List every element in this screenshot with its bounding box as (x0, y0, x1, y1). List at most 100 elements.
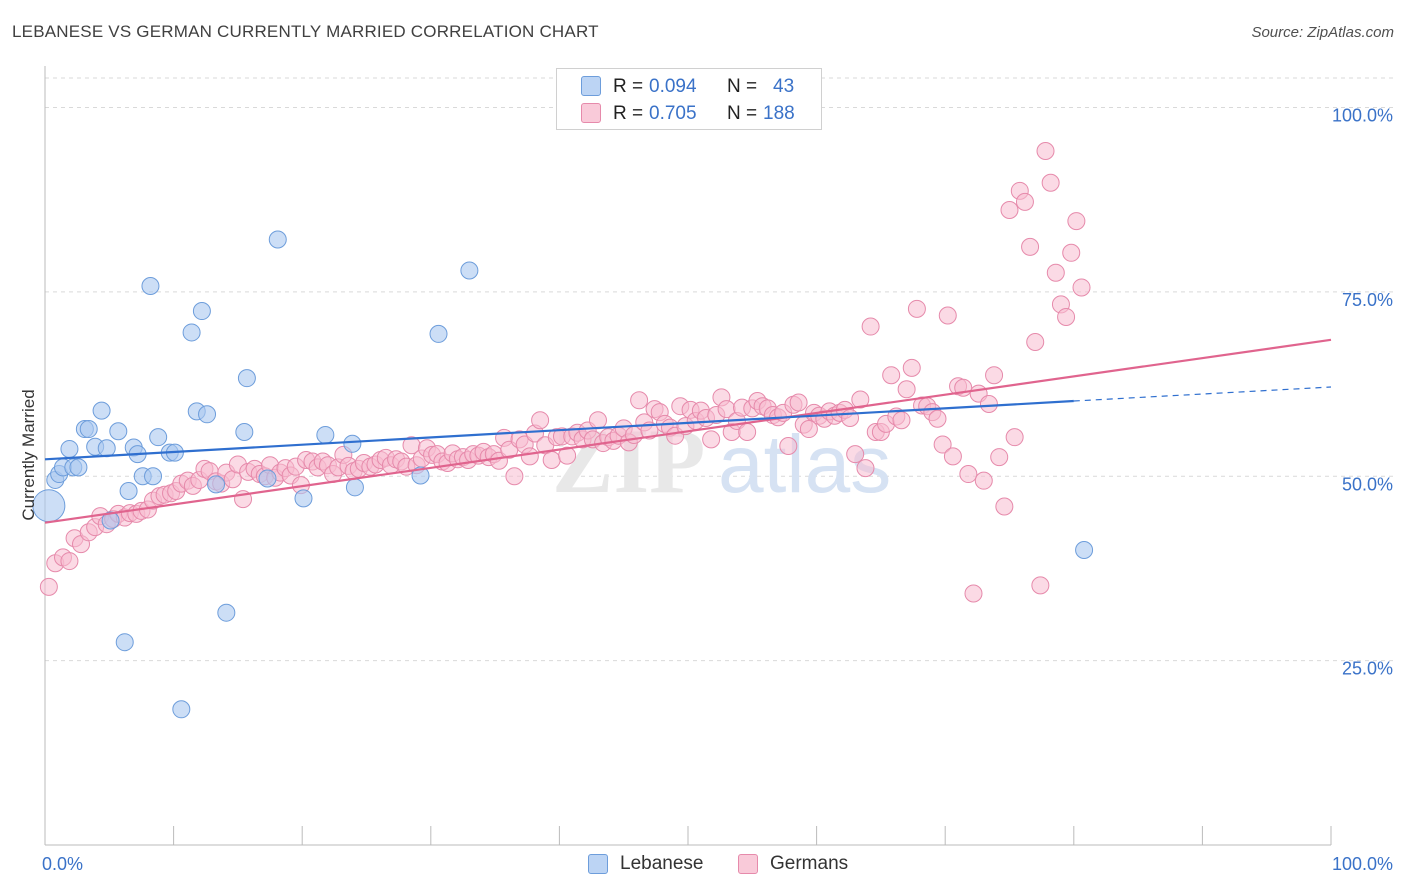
data-point-germans (882, 366, 901, 385)
data-point-germans (995, 497, 1014, 516)
y-tick-label: 100.0% (1332, 106, 1393, 126)
data-point-germans (892, 411, 911, 430)
data-point-lebanese (198, 405, 217, 424)
lebanese-legend-label: Lebanese (620, 853, 704, 874)
data-point-germans (985, 366, 1004, 385)
data-point-germans (1046, 263, 1065, 282)
r-label: R = (613, 76, 644, 97)
data-point-germans (1062, 243, 1081, 262)
data-point-germans (588, 411, 607, 430)
germans-legend-label: Germans (770, 853, 849, 874)
data-point-lebanese (192, 302, 211, 321)
data-point-lebanese (60, 439, 79, 458)
data-point-germans (1021, 237, 1040, 256)
data-point-germans (1026, 333, 1045, 352)
data-point-lebanese (294, 489, 313, 508)
data-point-lebanese (115, 633, 134, 652)
axes (44, 66, 1332, 846)
data-point-germans (1067, 212, 1086, 231)
data-point-germans (1057, 307, 1076, 326)
data-point-lebanese (460, 261, 479, 280)
data-point-germans (897, 380, 916, 399)
data-point-lebanese (119, 482, 138, 500)
data-point-lebanese (1075, 541, 1094, 559)
data-point-germans (964, 584, 983, 603)
x-tick-label: 0.0% (42, 854, 83, 874)
data-point-lebanese (345, 478, 364, 497)
data-point-germans (907, 299, 926, 318)
chart-title: LEBANESE VS GERMAN CURRENTLY MARRIED COR… (12, 22, 599, 41)
y-tick-label: 50.0% (1342, 474, 1393, 494)
data-point-lebanese (343, 434, 362, 453)
n-label: N = (727, 76, 758, 97)
data-point-lebanese (411, 466, 430, 485)
data-point-lebanese (237, 369, 256, 388)
data-point-germans (841, 408, 860, 427)
correlation-legend: R = 0.094 N = 43 R = 0.705 N = 188 (556, 68, 822, 130)
data-point-germans (1031, 576, 1050, 595)
data-point-lebanese (429, 324, 448, 343)
n-value: 188 (763, 103, 795, 124)
series-germans (39, 142, 1091, 603)
data-point-germans (738, 423, 757, 441)
data-point-lebanese (217, 603, 236, 622)
trend-line-germans (44, 338, 1332, 524)
data-point-germans (520, 447, 539, 466)
data-point-lebanese (92, 401, 111, 420)
data-point-lebanese (182, 323, 201, 342)
data-point-lebanese (235, 423, 254, 441)
source-credit: Source: ZipAtlas.com (1251, 24, 1394, 41)
data-point-germans (789, 393, 808, 412)
data-point-lebanese (69, 458, 88, 477)
data-point-lebanese (149, 428, 168, 447)
r-value: 0.705 (649, 103, 697, 124)
data-point-germans (990, 448, 1009, 467)
data-point-lebanese (79, 420, 98, 439)
data-point-germans (702, 430, 721, 449)
series-lebanese (32, 230, 1094, 719)
data-point-germans (1072, 278, 1091, 297)
data-point-germans (861, 317, 880, 336)
data-point-germans (902, 358, 921, 377)
data-point-germans (928, 409, 947, 428)
data-point-germans (933, 435, 952, 454)
data-point-germans (542, 451, 561, 470)
data-point-germans (531, 411, 550, 430)
data-point-lebanese (97, 439, 116, 458)
y-axis-label: Currently Married (19, 389, 38, 520)
data-point-germans (851, 390, 870, 409)
data-point-germans (505, 467, 524, 486)
data-point-germans (630, 391, 649, 410)
data-point-lebanese (316, 425, 335, 444)
data-point-germans (979, 394, 998, 413)
data-point-lebanese (268, 230, 287, 249)
data-point-germans (558, 446, 577, 465)
data-point-germans (799, 420, 818, 439)
n-value: 43 (773, 76, 795, 97)
data-point-germans (938, 306, 957, 325)
data-point-germans (779, 437, 798, 456)
data-point-germans (1000, 201, 1019, 220)
y-tick-label: 25.0% (1342, 659, 1393, 679)
r-value: 0.094 (649, 76, 697, 97)
data-point-germans (1041, 173, 1060, 192)
data-point-lebanese (144, 467, 163, 486)
germans-swatch (581, 103, 601, 123)
data-point-germans (943, 447, 962, 466)
r-label: R = (613, 103, 644, 124)
x-tick-label: 100.0% (1332, 854, 1393, 874)
data-point-lebanese (141, 276, 160, 295)
data-point-germans (974, 471, 993, 490)
n-label: N = (727, 103, 758, 124)
trend-lines (44, 338, 1332, 524)
data-point-lebanese (172, 700, 191, 719)
data-point-germans (39, 577, 58, 596)
lebanese-swatch (581, 76, 601, 96)
data-point-germans (1015, 192, 1034, 211)
data-point-lebanese (101, 511, 120, 530)
germans-legend-swatch (738, 854, 758, 874)
data-point-germans (1036, 142, 1055, 161)
data-point-germans (856, 459, 875, 478)
data-point-lebanese (207, 475, 226, 494)
